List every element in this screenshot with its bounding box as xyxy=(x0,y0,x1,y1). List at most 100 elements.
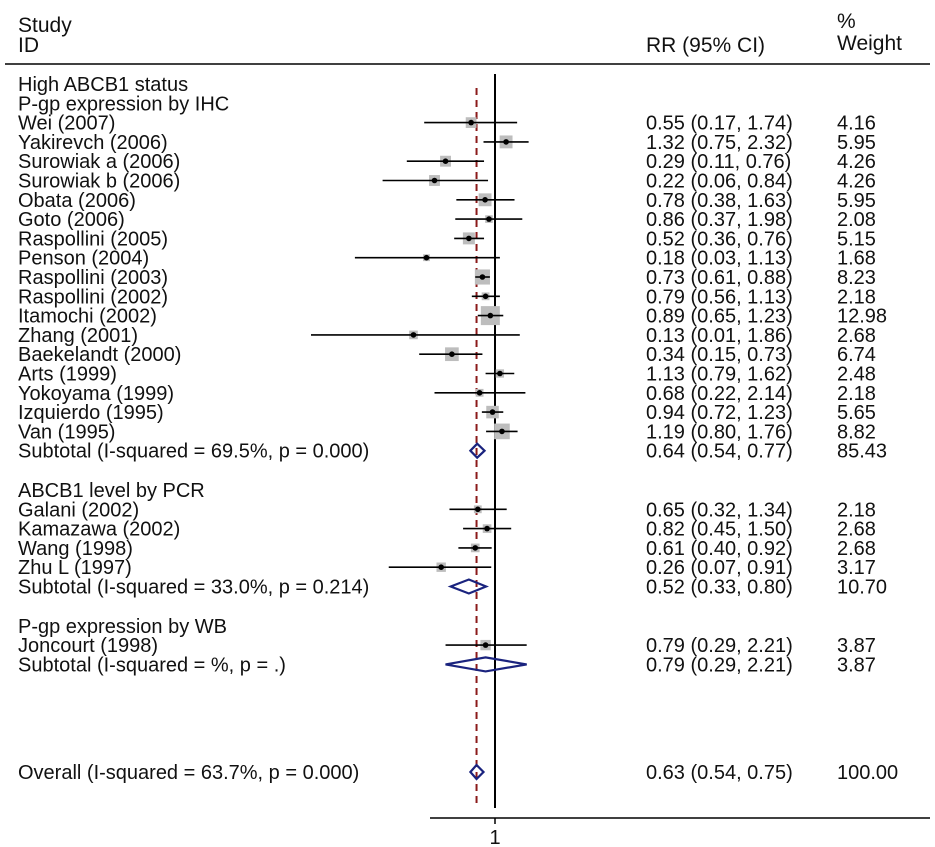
point-estimate xyxy=(482,642,489,648)
study-label: Raspollini (2002) xyxy=(18,286,168,308)
point-estimate xyxy=(476,390,483,396)
ci-value: 0.79 (0.56, 1.13) xyxy=(646,286,793,308)
ci-value: 0.22 (0.06, 0.84) xyxy=(646,171,793,193)
weight-value: 5.65 xyxy=(837,402,876,424)
point-estimate xyxy=(479,274,486,280)
weight-value: 6.74 xyxy=(837,344,876,366)
ci-value: 0.26 (0.07, 0.91) xyxy=(646,557,793,579)
weight-value: 5.95 xyxy=(837,132,876,154)
study-label: Itamochi (2002) xyxy=(18,306,157,328)
weight-value: 2.18 xyxy=(837,383,876,405)
ci-value: 0.73 (0.61, 0.88) xyxy=(646,267,793,289)
header: Study ID RR (95% CI) % Weight xyxy=(18,10,902,57)
point-estimate xyxy=(474,506,481,513)
study-label: Raspollini (2005) xyxy=(18,228,168,250)
study-label: Obata (2006) xyxy=(18,190,136,212)
ci-value: 1.13 (0.79, 1.62) xyxy=(646,364,793,386)
ci-value: 0.34 (0.15, 0.73) xyxy=(646,344,793,366)
weight-value: 2.18 xyxy=(837,499,876,521)
study-label: Arts (1999) xyxy=(18,364,117,386)
ci-value: 0.55 (0.17, 1.74) xyxy=(646,113,793,135)
weight-value: 3.17 xyxy=(837,557,876,579)
subtotal-weight: 3.87 xyxy=(837,654,876,676)
weight-value: 2.18 xyxy=(837,286,876,308)
ci-value: 0.13 (0.01, 1.86) xyxy=(646,325,793,347)
group-title: P-gp expression by WB xyxy=(18,616,227,638)
subtotal-diamond xyxy=(468,442,487,460)
header-weight: Weight xyxy=(837,32,902,55)
point-estimate xyxy=(438,564,444,570)
weight-value: 5.95 xyxy=(837,190,876,212)
study-label: Joncourt (1998) xyxy=(18,635,158,657)
ci-value: 0.68 (0.22, 2.14) xyxy=(646,383,793,405)
ci-value: 1.32 (0.75, 2.32) xyxy=(646,132,793,154)
point-estimate xyxy=(442,158,449,164)
weight-value: 4.26 xyxy=(837,171,876,193)
subtotal-diamond xyxy=(447,578,490,595)
overall-label: Overall (I-squared = 63.7%, p = 0.000) xyxy=(18,762,359,784)
group-title: ABCB1 level by PCR xyxy=(18,480,205,502)
ci-value: 1.19 (0.80, 1.76) xyxy=(646,421,793,443)
study-label: Goto (2006) xyxy=(18,209,125,231)
point-estimate xyxy=(503,139,509,145)
point-estimate xyxy=(472,545,479,551)
header-id: ID xyxy=(18,34,39,57)
weight-value: 5.15 xyxy=(837,228,876,250)
point-estimate xyxy=(499,428,505,435)
ci-value: 0.79 (0.29, 2.21) xyxy=(646,635,793,657)
weight-value: 3.87 xyxy=(837,635,876,657)
point-estimate xyxy=(487,312,494,319)
ci-value: 0.18 (0.03, 1.13) xyxy=(646,248,793,270)
study-label: Yakirevch (2006) xyxy=(18,132,168,154)
point-estimate xyxy=(410,332,417,338)
weight-value: 4.16 xyxy=(837,113,876,135)
study-label: Yokoyama (1999) xyxy=(18,383,174,405)
weight-value: 2.68 xyxy=(837,325,876,347)
ci-value: 0.86 (0.37, 1.98) xyxy=(646,209,793,231)
study-label: Kamazawa (2002) xyxy=(18,519,180,541)
ci-value: 0.65 (0.32, 1.34) xyxy=(646,499,793,521)
point-estimate xyxy=(497,370,503,377)
weight-value: 1.68 xyxy=(837,248,876,270)
study-label: Wei (2007) xyxy=(18,113,115,135)
point-estimate xyxy=(486,216,492,222)
weight-value: 12.98 xyxy=(837,306,887,328)
point-estimate xyxy=(423,254,430,261)
weight-value: 2.48 xyxy=(837,364,876,386)
study-label: Surowiak a (2006) xyxy=(18,151,180,173)
ci-value: 0.61 (0.40, 0.92) xyxy=(646,538,793,560)
subtotal-diamond xyxy=(445,656,527,673)
header-rr-ci: RR (95% CI) xyxy=(646,34,765,57)
study-label: Zhu L (1997) xyxy=(18,557,132,579)
subtotal-label: Subtotal (I-squared = 69.5%, p = 0.000) xyxy=(18,441,369,463)
subtotal-weight: 85.43 xyxy=(837,441,887,463)
overall-weight: 100.00 xyxy=(837,762,898,784)
ci-value: 0.94 (0.72, 1.23) xyxy=(646,402,793,424)
header-study: Study xyxy=(18,14,72,37)
study-label: Galani (2002) xyxy=(18,499,139,521)
point-estimate xyxy=(468,119,474,126)
overall-ci: 0.63 (0.54, 0.75) xyxy=(646,762,793,784)
weight-value: 8.82 xyxy=(837,421,876,443)
point-estimate xyxy=(489,409,496,415)
ci-value: 0.52 (0.36, 0.76) xyxy=(646,228,793,250)
group-title: High ABCB1 status xyxy=(18,74,188,96)
study-label: Raspollini (2003) xyxy=(18,267,168,289)
point-estimate xyxy=(484,525,490,532)
subtotal-ci: 0.79 (0.29, 2.21) xyxy=(646,654,793,676)
study-label: Baekelandt (2000) xyxy=(18,344,181,366)
overall-diamond xyxy=(468,763,486,781)
subtotal-ci: 0.52 (0.33, 0.80) xyxy=(646,577,793,599)
study-label: Zhang (2001) xyxy=(18,325,138,347)
point-estimate xyxy=(449,351,455,358)
weight-value: 2.08 xyxy=(837,209,876,231)
study-label: Surowiak b (2006) xyxy=(18,171,180,193)
ci-value: 0.82 (0.45, 1.50) xyxy=(646,519,793,541)
weight-value: 4.26 xyxy=(837,151,876,173)
x-axis-tick-label: 1 xyxy=(489,827,500,847)
point-estimate xyxy=(482,197,488,203)
ci-value: 0.78 (0.38, 1.63) xyxy=(646,190,793,212)
ci-value: 0.89 (0.65, 1.23) xyxy=(646,306,793,328)
point-estimate xyxy=(431,177,438,184)
